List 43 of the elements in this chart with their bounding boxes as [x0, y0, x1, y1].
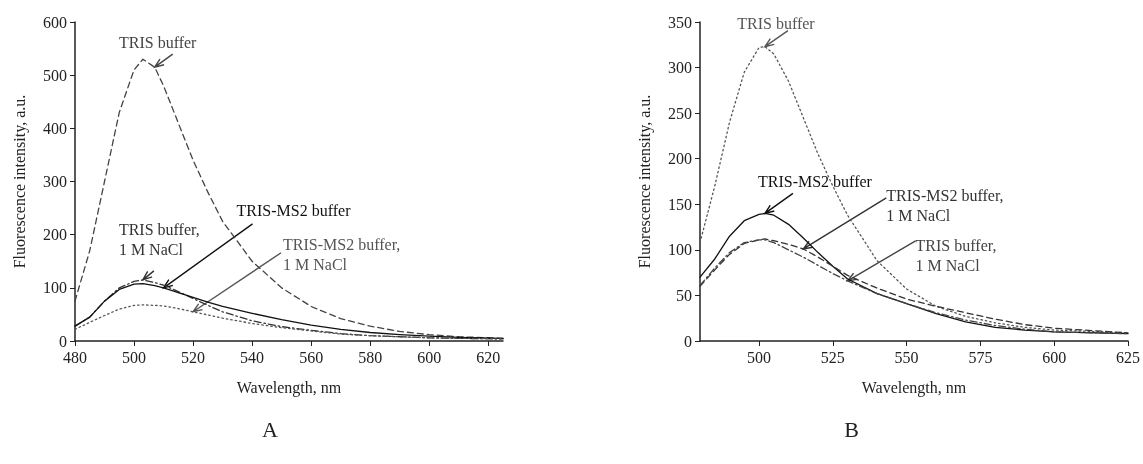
- text: TRIS-MS2 buffer, 1 M NaCl: [283, 236, 401, 274]
- y-axis-title: Fluorescence intensity, a.u.: [635, 94, 654, 269]
- x-axis-title: Wavelength, nm: [861, 378, 967, 397]
- x-tick-label: 575: [968, 348, 993, 366]
- y-tick-label: 250: [668, 104, 692, 122]
- y-tick-label: 350: [668, 13, 692, 31]
- series-label: TRIS-MS2 buffer: [757, 172, 873, 190]
- text: B: [844, 416, 859, 442]
- y-tick-label: 0: [59, 332, 67, 350]
- series-label: TRIS buffer: [118, 33, 198, 51]
- y-tick-label: 100: [668, 241, 692, 259]
- x-tick-label: 625: [1116, 348, 1140, 366]
- y-tick-label: 400: [43, 119, 67, 137]
- y-tick-label: 0: [684, 332, 692, 350]
- series-label: TRIS buffer, 1 M NaCl: [118, 221, 200, 259]
- y-tick-label: 200: [668, 150, 692, 168]
- x-tick-label: 580: [358, 348, 383, 366]
- y-tick-label: 500: [43, 66, 67, 84]
- x-tick-label: 600: [1042, 348, 1067, 366]
- y-tick-label: 150: [668, 195, 692, 213]
- text: A: [262, 416, 279, 442]
- x-tick-label: 500: [122, 348, 147, 366]
- x-tick-label: 500: [747, 348, 772, 366]
- x-tick-label: 560: [299, 348, 324, 366]
- x-tick-label: 480: [63, 348, 87, 366]
- series-label: TRIS buffer, 1 M NaCl: [915, 237, 997, 275]
- x-tick-label: 620: [476, 348, 501, 366]
- y-axis-title: Fluorescence intensity, a.u.: [10, 94, 29, 269]
- x-tick-label: 540: [240, 348, 265, 366]
- x-tick-label: 520: [181, 348, 206, 366]
- y-tick-label: 300: [43, 173, 67, 190]
- x-tick-label: 550: [894, 348, 919, 366]
- series-label: TRIS buffer: [737, 15, 816, 33]
- y-tick-label: 50: [676, 286, 692, 304]
- x-axis-title: Wavelength, nm: [236, 378, 342, 397]
- text: TRIS-MS2 buffer, 1 M NaCl: [886, 187, 1004, 225]
- x-tick-label: 525: [820, 348, 845, 366]
- y-tick-label: 600: [43, 13, 67, 31]
- y-tick-label: 300: [668, 59, 692, 77]
- y-tick-label: 100: [43, 279, 67, 297]
- y-tick-label: 200: [43, 226, 67, 244]
- x-tick-label: 600: [417, 348, 442, 366]
- text: TRIS-MS2 buffer: [236, 202, 352, 220]
